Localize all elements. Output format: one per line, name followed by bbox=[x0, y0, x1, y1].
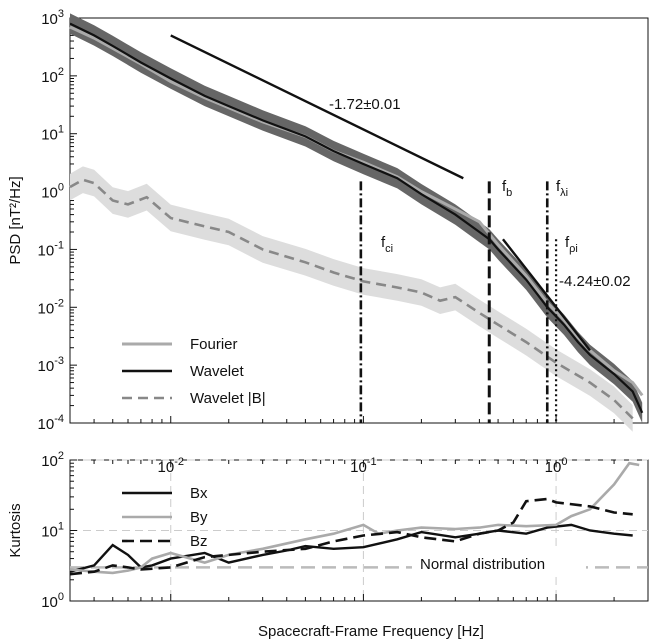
marker-label-f_ci: fci bbox=[381, 234, 393, 255]
legend-label-bx: Bx bbox=[190, 485, 208, 502]
kurtosis-y-tick-label: 101 bbox=[41, 521, 64, 541]
x-tick-label: 10-1 bbox=[350, 456, 376, 476]
wavelet-series-line bbox=[69, 22, 644, 414]
x-tick-label: 10-2 bbox=[158, 456, 184, 476]
psd-y-tick-label: 10-4 bbox=[38, 413, 64, 433]
psd-y-tick-label: 10-2 bbox=[38, 297, 64, 317]
kurtosis-y-tick-label: 100 bbox=[41, 591, 64, 611]
marker-label-f_b: fb bbox=[502, 178, 512, 199]
legend-label-wavelet: Wavelet bbox=[190, 363, 244, 380]
kurtosis-y-tick-label: 102 bbox=[41, 450, 64, 470]
normal-distribution-label-bg bbox=[412, 551, 586, 573]
psd-y-tick-label: 10-1 bbox=[38, 239, 64, 259]
fit-label-dissipation: -4.24±0.02 bbox=[559, 273, 631, 290]
marker-label-f_λi: fλi bbox=[556, 178, 568, 199]
psd-y-tick-label: 103 bbox=[41, 8, 64, 28]
psd-y-tick-label: 100 bbox=[41, 182, 64, 202]
legend-label-by: By bbox=[190, 509, 208, 526]
fit-line-2 bbox=[502, 238, 591, 352]
x-tick-label: 100 bbox=[545, 456, 568, 476]
kurtosis-y-axis-label: Kurtosis bbox=[7, 503, 24, 557]
fourier-series-line bbox=[69, 25, 644, 397]
psd-panel: 10-4 10-3 10-2 10-1 100 101 102 103 PSD [nT²/Hz]… bbox=[7, 8, 649, 433]
x-axis-label: Spacecraft-Frame Frequency [Hz] bbox=[258, 623, 484, 640]
fit-label-inertial: -1.72±0.01 bbox=[329, 96, 401, 113]
kurtosis-series-by bbox=[69, 461, 640, 575]
psd-y-tick-label: 101 bbox=[41, 124, 64, 144]
psd-y-tick-label: 10-3 bbox=[38, 355, 64, 375]
marker-label-f_ρi: fρi bbox=[565, 234, 578, 255]
legend-label-wavelet-b-: Wavelet |B| bbox=[190, 390, 266, 407]
normal-distribution-label: Normal distribution bbox=[420, 556, 545, 573]
psd-plot-frame bbox=[69, 17, 649, 424]
legend-label-fourier: Fourier bbox=[190, 336, 238, 353]
kurtosis-panel: 100 101 102 10-2 10-1 100 Kurtosis Normal distr… bbox=[7, 450, 649, 611]
wavelet-b-confidence-band bbox=[70, 166, 633, 432]
kurtosis-series-bz bbox=[69, 497, 633, 576]
psd-y-axis-label: PSD [nT²/Hz] bbox=[7, 176, 24, 264]
wavelet-b-series-line bbox=[69, 178, 634, 420]
psd-y-tick-label: 102 bbox=[41, 66, 64, 86]
legend-label-bz: Bz bbox=[190, 533, 208, 550]
fit-line-1 bbox=[170, 34, 464, 180]
